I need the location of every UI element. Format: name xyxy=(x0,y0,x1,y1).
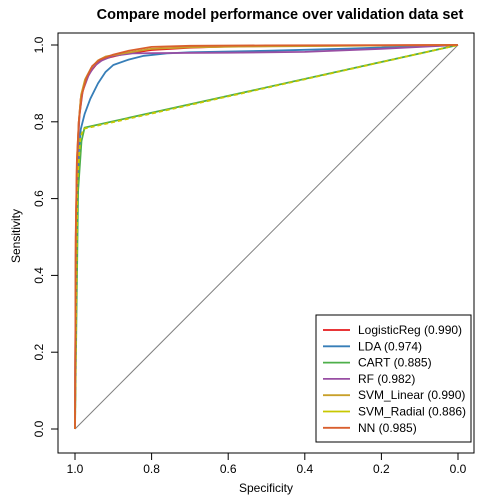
y-tick-label: 0.4 xyxy=(32,267,46,284)
x-tick-label: 0.2 xyxy=(373,462,390,476)
legend-label: LogisticReg (0.990) xyxy=(358,323,462,337)
x-tick-label: 1.0 xyxy=(67,462,84,476)
y-tick-label: 1.0 xyxy=(32,36,46,53)
x-axis-label: Specificity xyxy=(239,481,293,495)
legend-label: SVM_Radial (0.886) xyxy=(358,405,466,419)
chart-title: Compare model performance over validatio… xyxy=(97,7,464,23)
legend-label: LDA (0.974) xyxy=(358,339,422,353)
x-tick-label: 0.6 xyxy=(220,462,237,476)
reference-diagonal xyxy=(74,44,459,430)
series-layer xyxy=(74,44,459,430)
x-tick-label: 0.0 xyxy=(450,462,467,476)
x-tick-label: 0.4 xyxy=(296,462,313,476)
axes: 1.0 0.8 0.6 0.4 0.2 0.0 0.0 0.2 0.4 0.6 0.8 1.0 xyxy=(32,36,467,476)
roc-curve-nn xyxy=(74,44,459,430)
y-tick-label: 0.6 xyxy=(32,190,46,207)
legend-label: SVM_Linear (0.990) xyxy=(358,388,465,402)
y-tick-label: 0.8 xyxy=(32,113,46,130)
y-tick-label: 0.0 xyxy=(32,420,46,437)
legend-label: NN (0.985) xyxy=(358,421,417,435)
x-tick-label: 0.8 xyxy=(143,462,160,476)
legend-label: CART (0.885) xyxy=(358,356,432,370)
y-axis-label: Sensitivity xyxy=(9,209,23,263)
y-tick-label: 0.2 xyxy=(32,344,46,361)
legend: LogisticReg (0.990) LDA (0.974) CART (0.88… xyxy=(315,314,472,443)
legend-label: RF (0.982) xyxy=(358,372,415,386)
